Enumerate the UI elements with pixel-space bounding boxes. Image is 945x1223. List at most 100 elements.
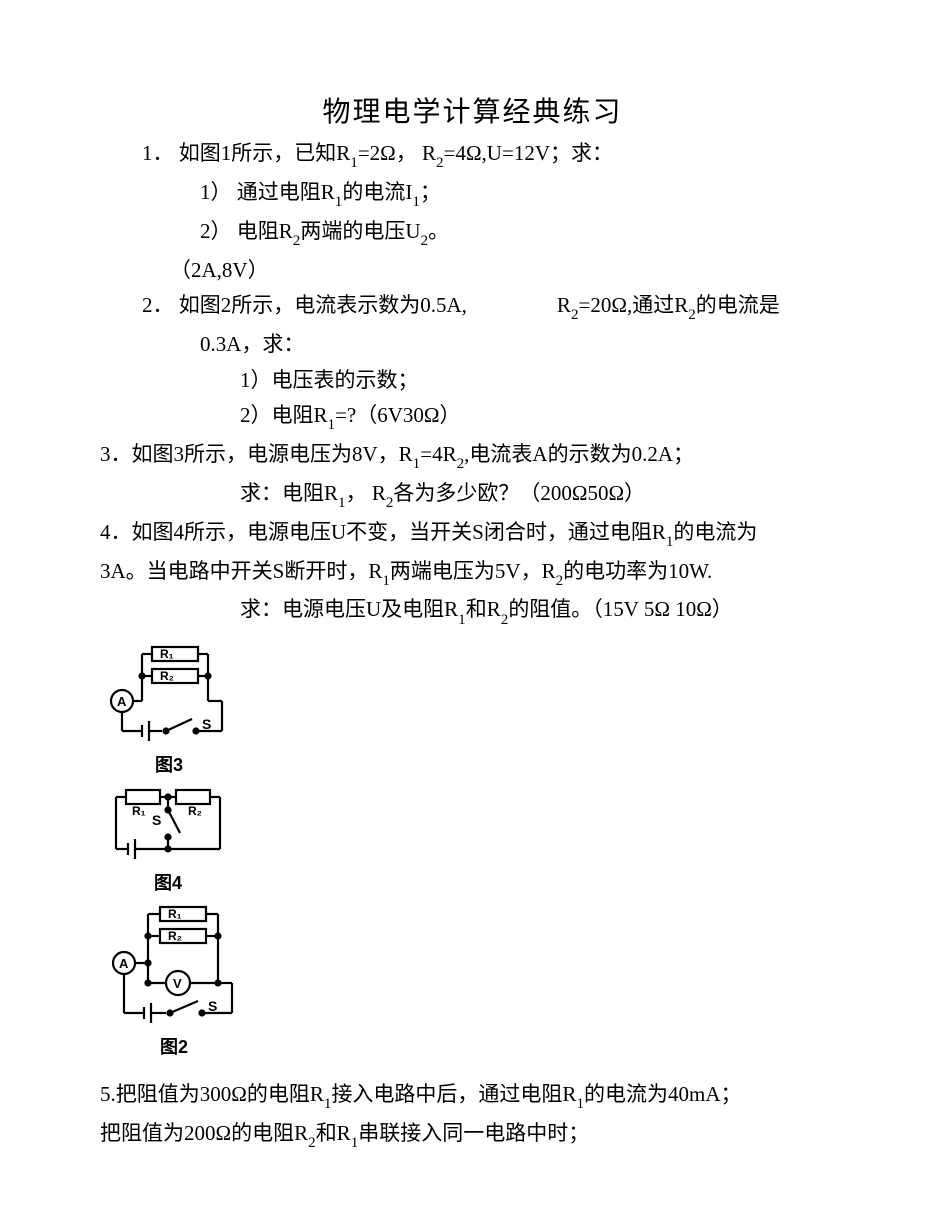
q1-sub1-num: 1） <box>200 180 232 204</box>
q5-line2: 把阻值为200Ω的电阻R2和R1串联接入同一电路中时； <box>100 1118 845 1153</box>
q2-line1: 2． 如图2所示，电流表示数为0.5A,R2=20Ω,通过R2的电流是 <box>100 290 845 325</box>
q1-sub1: 1） 通过电阻R1的电流I1； <box>100 177 845 212</box>
q2-s1: 2 <box>571 307 579 323</box>
q3-line1: 3．如图3所示，电源电压为8V，R1=4R2,电流表A的示数为0.2A； <box>100 439 845 474</box>
q2-sub1: 1）电压表的示数； <box>100 365 845 397</box>
q2-sub2-a: 2）电阻R <box>240 403 328 427</box>
fig4-r2-label: R₂ <box>188 804 202 818</box>
q5-line1: 5.把阻值为300Ω的电阻R1接入电路中后，通过电阻R1的电流为40mA； <box>100 1079 845 1114</box>
q3-s1: 1 <box>413 456 421 472</box>
q2-text-a: 如图2所示，电流表示数为0.5A, <box>179 293 467 317</box>
fig4-r1-label: R₁ <box>132 804 146 818</box>
figure-4-label: 图4 <box>104 869 232 895</box>
fig2-v-label: V <box>173 976 182 991</box>
q2-text-b: R <box>557 293 571 317</box>
q1-sub2-s2: 2 <box>421 233 429 249</box>
q2-sub2-s1: 1 <box>328 417 336 433</box>
q4-l3-s2: 2 <box>501 612 509 628</box>
figure-4-svg: R₁ R₂ S <box>104 783 232 871</box>
fig3-r1-label: R₁ <box>160 647 174 661</box>
q1-sub2-a: 电阻R <box>237 219 293 243</box>
q3-l2-b: ， <box>346 481 367 505</box>
q5-l1-b: 接入电路中后，通过电阻R <box>331 1082 576 1106</box>
fig2-r1-label: R₁ <box>168 907 182 921</box>
q3-s2: 2 <box>457 456 465 472</box>
fig4-s-label: S <box>152 812 161 828</box>
q5-l2-s1: 2 <box>308 1135 316 1151</box>
q1-sub1-a: 通过电阻R <box>237 180 335 204</box>
fig3-r2-label: R₂ <box>160 669 174 683</box>
q5-l2-b: 和R <box>316 1121 351 1145</box>
q3-l2-s1: 1 <box>338 495 346 511</box>
q5-l1-s2: 1 <box>576 1096 584 1112</box>
figure-2: R₁ R₂ A V S 图2 <box>104 901 845 1059</box>
q5-l2-s2: 1 <box>351 1135 359 1151</box>
q1-sub2: 2 <box>436 155 444 171</box>
q4-l3-b: 和R <box>466 597 501 621</box>
figure-3-svg: R₁ R₂ A S <box>104 641 234 753</box>
q1-sub1: 1 <box>350 155 358 171</box>
q2-sub2: 2）电阻R1=?（6V30Ω） <box>100 400 845 435</box>
q3-line2: 求：电阻R1， R2各为多少欧？（200Ω50Ω） <box>100 478 845 513</box>
q2-line2: 0.3A，求： <box>100 329 845 361</box>
figures-container: R₁ R₂ A S 图3 <box>100 641 845 1059</box>
q3-l2-d: 各为多少欧？（200Ω50Ω） <box>393 481 645 505</box>
q1-text-b: =2Ω， <box>358 141 417 165</box>
q1-sub1-c: ； <box>420 180 441 204</box>
q4-line2: 3A。当电路中开关S断开时，R1两端电压为5V，R2的电功率为10W. <box>100 556 845 591</box>
q3-text-a: 3．如图3所示，电源电压为8V，R <box>100 442 413 466</box>
q1-num: 1． <box>142 141 174 165</box>
figure-2-svg: R₁ R₂ A V S <box>104 901 244 1035</box>
figure-3-label: 图3 <box>104 751 234 777</box>
q4-s1: 1 <box>666 534 674 550</box>
q1-sub2-b: 两端的电压U <box>300 219 420 243</box>
q1-answer: （2A,8V） <box>100 255 845 287</box>
q5-l1-s1: 1 <box>324 1096 332 1112</box>
q5-l2-a: 把阻值为200Ω的电阻R <box>100 1121 308 1145</box>
q4-text-a: 4．如图4所示，电源电压U不变，当开关S闭合时，通过电阻R <box>100 520 666 544</box>
fig2-r2-label: R₂ <box>168 929 182 943</box>
q4-l2-a: 3A。当电路中开关S断开时，R <box>100 559 382 583</box>
q1-sub1-s2: 1 <box>412 194 420 210</box>
q1-text-a: 如图1所示，已知R <box>179 141 351 165</box>
q1-sub2-s1: 2 <box>293 233 301 249</box>
q4-l2-s1: 1 <box>382 573 390 589</box>
q3-text-c: ,电流表A的示数为0.2A； <box>464 442 694 466</box>
q1-sub2-c: 。 <box>428 219 449 243</box>
q1-sub1-s1: 1 <box>335 194 343 210</box>
fig3-a-label: A <box>117 694 127 709</box>
q5-l1-c: 的电流为40mA； <box>584 1082 742 1106</box>
q1-sub1-b: 的电流I <box>342 180 412 204</box>
q3-text-b: =4R <box>420 442 456 466</box>
page-title: 物理电学计算经典练习 <box>100 90 845 130</box>
figure-4: R₁ R₂ S 图4 <box>104 783 845 895</box>
q5-l1-a: 5.把阻值为300Ω的电阻R <box>100 1082 324 1106</box>
q2-text-d: 的电流是 <box>696 293 780 317</box>
q4-l3-a: 求：电源电压U及电阻R <box>240 597 458 621</box>
q3-l2-a: 求：电阻R <box>240 481 338 505</box>
figure-2-label: 图2 <box>104 1033 244 1059</box>
q4-line3: 求：电源电压U及电阻R1和R2的阻值。（15V 5Ω 10Ω） <box>100 594 845 629</box>
q4-l3-s1: 1 <box>458 612 466 628</box>
q4-line1: 4．如图4所示，电源电压U不变，当开关S闭合时，通过电阻R1的电流为 <box>100 517 845 552</box>
q2-num: 2． <box>142 293 174 317</box>
q1-text-c: R <box>422 141 436 165</box>
fig2-a-label: A <box>119 956 129 971</box>
q4-l2-c: 的电功率为10W. <box>563 559 712 583</box>
q4-text-b: 的电流为 <box>673 520 757 544</box>
q2-text-c: =20Ω,通过R <box>579 293 689 317</box>
q1-text-d: =4Ω,U=12V；求： <box>444 141 613 165</box>
q2-sub2-b: =?（6V30Ω） <box>335 403 460 427</box>
q1-line1: 1． 如图1所示，已知R1=2Ω， R2=4Ω,U=12V；求： <box>100 138 845 173</box>
q1-sub2-num: 2） <box>200 219 232 243</box>
fig3-s-label: S <box>202 716 211 732</box>
figure-3: R₁ R₂ A S 图3 <box>104 641 845 777</box>
fig2-s-label: S <box>208 998 217 1014</box>
q5-l2-c: 串联接入同一电路中时； <box>358 1121 589 1145</box>
q3-l2-s2: 2 <box>386 495 394 511</box>
q4-l2-s2: 2 <box>556 573 564 589</box>
q1-sub2: 2） 电阻R2两端的电压U2。 <box>100 216 845 251</box>
q2-s2: 2 <box>688 307 696 323</box>
q3-l2-c: R <box>372 481 386 505</box>
q4-l3-c: 的阻值。（15V 5Ω 10Ω） <box>508 597 733 621</box>
